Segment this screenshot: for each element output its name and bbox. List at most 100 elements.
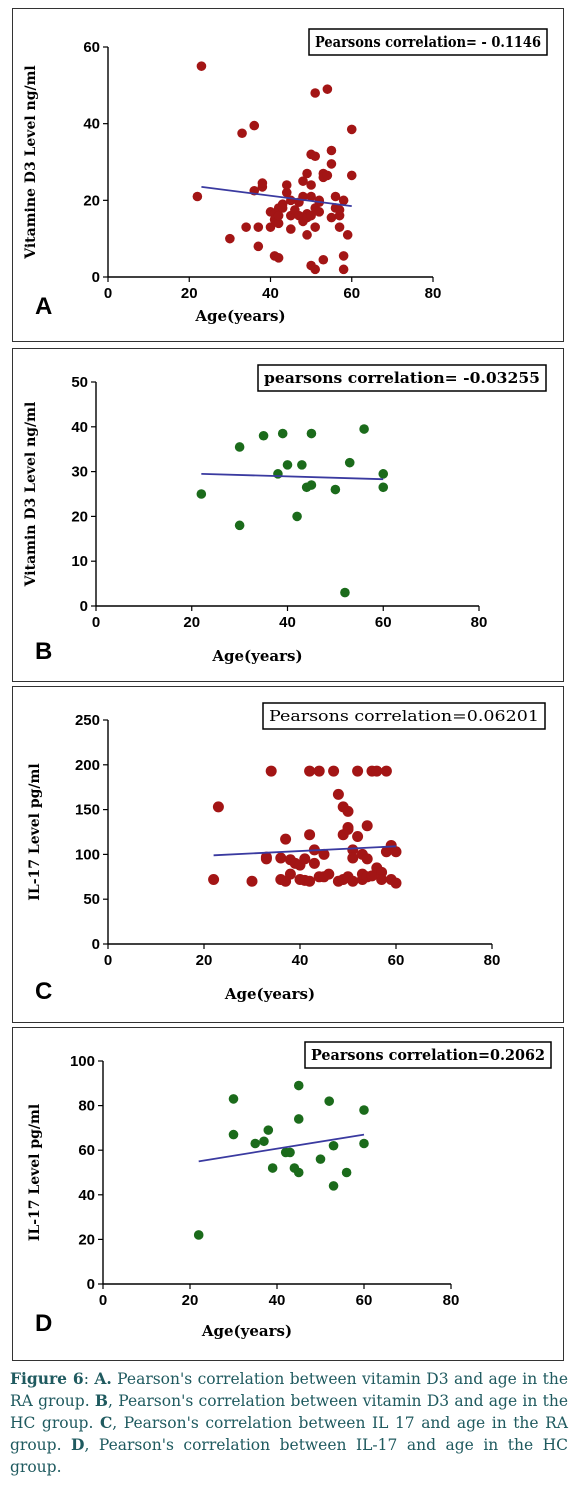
annotation-box — [257, 364, 547, 392]
y-tick-label: 0 — [92, 269, 100, 286]
trend-line — [213, 845, 397, 857]
caption-letter-c: C — [99, 1413, 113, 1432]
data-point — [293, 1114, 304, 1124]
trend-line — [198, 1133, 365, 1163]
chart-a-svg: 0 20 40 60 0 20 40 60 80 Age(years) Vitamine D3 Le… — [23, 28, 548, 325]
data-point — [334, 222, 345, 232]
data-point — [340, 587, 350, 598]
x-tick-label: 40 — [269, 1292, 286, 1309]
data-point — [250, 1138, 261, 1149]
data-point — [246, 875, 258, 887]
data-point — [265, 765, 277, 777]
data-point — [286, 195, 296, 206]
x-tick-label: 60 — [356, 1292, 373, 1309]
panel-letter: B — [35, 638, 52, 665]
data-point — [306, 428, 317, 439]
data-point — [285, 1147, 295, 1158]
y-tick-label: 60 — [83, 39, 100, 56]
y-tick-label: 20 — [78, 1231, 95, 1248]
x-tick-label: 0 — [104, 952, 112, 969]
correlation-annotation: Pearsons correlation= - 0.1146 — [315, 34, 541, 51]
data-point — [258, 430, 269, 441]
x-tick-label: 80 — [484, 952, 501, 969]
data-point — [359, 1105, 369, 1115]
data-point — [273, 469, 283, 479]
data-point — [326, 159, 337, 169]
data-point — [208, 873, 220, 885]
panel-letter: C — [35, 978, 52, 1005]
data-point — [338, 251, 349, 261]
data-point — [326, 212, 337, 223]
y-tick-label: 30 — [71, 464, 88, 481]
data-point — [304, 765, 316, 777]
data-point — [249, 120, 260, 131]
y-tick-label: 40 — [78, 1187, 95, 1204]
data-point — [366, 870, 378, 882]
data-point — [328, 1140, 339, 1151]
data-point — [361, 853, 373, 865]
y-axis-label: Vitamine D3 Level ng/ml — [23, 65, 39, 260]
y-tick-label: 40 — [83, 116, 100, 133]
data-point — [304, 829, 316, 841]
data-point — [257, 178, 268, 188]
data-point — [273, 218, 284, 229]
annotation-box — [262, 702, 546, 730]
data-point — [318, 254, 329, 265]
data-point — [196, 61, 207, 71]
correlation-annotation: pearsons correlation= -0.03255 — [264, 370, 540, 387]
data-point — [306, 180, 316, 190]
data-point — [347, 852, 359, 864]
data-point — [302, 168, 312, 179]
data-point — [318, 848, 330, 860]
y-tick-label: 200 — [75, 757, 100, 774]
y-tick-label: 40 — [71, 419, 88, 436]
data-point — [275, 852, 287, 864]
data-point — [253, 241, 264, 252]
data-point — [342, 805, 354, 817]
data-point — [371, 765, 383, 777]
x-axis-label: Age(years) — [224, 985, 315, 1003]
correlation-annotation: Pearsons correlation=0.06201 — [269, 709, 539, 725]
caption-desc-d: Pearson's correlation between IL-17 and … — [10, 1436, 568, 1476]
y-tick-label: 150 — [75, 802, 100, 819]
data-point — [310, 222, 320, 232]
x-tick-label: 80 — [425, 285, 442, 302]
correlation-annotation: Pearsons correlation=0.2062 — [311, 1047, 545, 1064]
data-point — [347, 844, 359, 856]
data-point — [359, 1138, 369, 1149]
panel-d: 0 20 40 60 80 100 0 20 40 60 80 Age(years) IL-17 Lev… — [12, 1027, 564, 1361]
data-point — [330, 484, 341, 495]
figure-caption: Figure 6: A. Pearson's correlation betwe… — [10, 1369, 568, 1476]
x-tick-label: 20 — [183, 614, 200, 631]
data-point — [225, 233, 235, 244]
y-tick-label: 0 — [92, 936, 100, 953]
y-axis-label: Vitamin D3 Level ng/ml — [23, 402, 39, 588]
data-point — [284, 868, 296, 880]
data-point — [259, 1136, 269, 1147]
data-point — [293, 1080, 304, 1091]
data-point — [323, 868, 335, 880]
x-tick-label: 0 — [92, 614, 100, 631]
data-point — [390, 877, 402, 889]
x-tick-label: 40 — [279, 614, 296, 631]
x-tick-label: 40 — [262, 285, 279, 302]
data-point — [253, 222, 264, 232]
data-point — [341, 1167, 352, 1178]
y-tick-label: 0 — [80, 598, 88, 615]
panel-b: 0 10 20 30 40 50 0 20 40 60 80 Age(years) Vitamin D3… — [12, 348, 564, 682]
data-point — [314, 207, 325, 217]
data-point — [281, 187, 292, 198]
data-point — [359, 424, 369, 434]
data-point — [322, 170, 333, 181]
data-point — [344, 457, 355, 468]
data-point — [324, 1096, 335, 1106]
data-point — [228, 1094, 239, 1104]
y-tick-label: 100 — [70, 1053, 95, 1070]
annotation-box — [308, 28, 548, 56]
data-point — [330, 191, 341, 202]
x-tick-label: 60 — [388, 952, 405, 969]
data-point — [306, 480, 317, 490]
data-point — [378, 469, 389, 479]
data-point — [293, 1167, 304, 1178]
data-point — [313, 765, 325, 777]
